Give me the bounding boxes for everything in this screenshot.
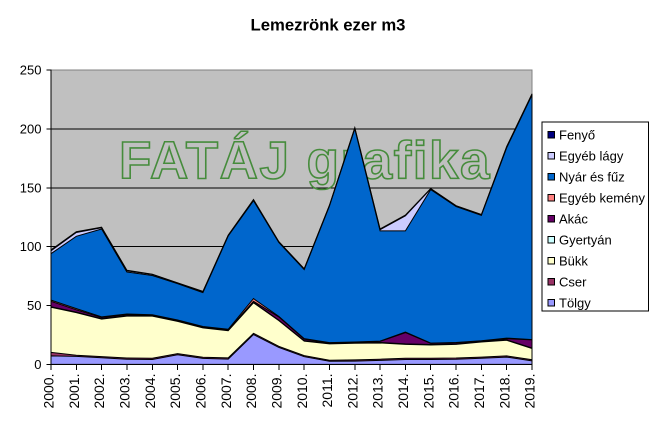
svg-text:200: 200 [20, 122, 42, 137]
svg-text:Egyéb lágy: Egyéb lágy [559, 148, 624, 163]
svg-text:50: 50 [27, 298, 41, 313]
svg-text:2010.: 2010. [294, 374, 310, 409]
svg-text:2012.: 2012. [344, 374, 360, 409]
svg-text:2014.: 2014. [395, 374, 411, 409]
svg-text:150: 150 [20, 180, 42, 195]
svg-text:Tölgy: Tölgy [559, 295, 591, 310]
svg-text:Gyertyán: Gyertyán [559, 232, 612, 247]
svg-text:2001.: 2001. [66, 374, 82, 409]
svg-text:2008.: 2008. [243, 374, 259, 409]
svg-text:Nyár és fűz: Nyár és fűz [559, 169, 625, 184]
svg-text:100: 100 [20, 239, 42, 254]
svg-text:0: 0 [34, 357, 41, 372]
svg-text:2000.: 2000. [41, 374, 57, 409]
svg-text:2002.: 2002. [91, 374, 107, 409]
svg-text:2017.: 2017. [471, 374, 487, 409]
svg-text:Egyéb kemény: Egyéb kemény [559, 190, 645, 205]
svg-text:2018.: 2018. [496, 374, 512, 409]
svg-text:2013.: 2013. [370, 374, 386, 409]
svg-text:Akác: Akác [559, 211, 588, 226]
svg-text:Bükk: Bükk [559, 253, 588, 268]
svg-text:2006.: 2006. [192, 374, 208, 409]
svg-text:Lemezrönk ezer m3: Lemezrönk ezer m3 [251, 16, 406, 35]
svg-text:2007.: 2007. [218, 374, 234, 409]
svg-text:2015.: 2015. [420, 374, 436, 409]
svg-text:Cser: Cser [559, 274, 587, 289]
svg-text:2004.: 2004. [142, 374, 158, 409]
svg-text:250: 250 [20, 63, 42, 78]
svg-text:2009.: 2009. [268, 374, 284, 409]
svg-text:Fenyő: Fenyő [559, 127, 595, 142]
svg-text:2011.: 2011. [319, 374, 335, 408]
svg-text:2016.: 2016. [446, 374, 462, 409]
svg-text:2019.: 2019. [522, 374, 538, 409]
svg-text:2005.: 2005. [167, 374, 183, 409]
svg-text:2003.: 2003. [117, 374, 133, 409]
svg-text:FATÁJ grafika: FATÁJ grafika [119, 131, 491, 191]
